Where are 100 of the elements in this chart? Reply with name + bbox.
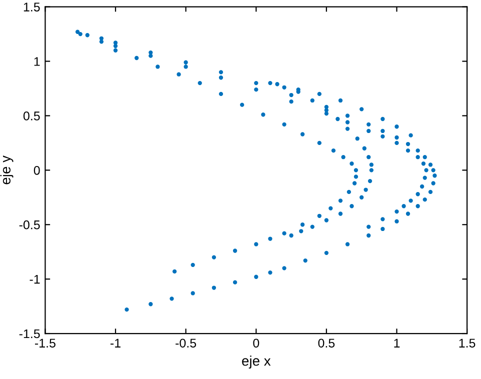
point <box>406 212 410 216</box>
point <box>232 280 238 284</box>
point <box>345 120 350 124</box>
point <box>289 92 294 98</box>
point <box>406 142 410 146</box>
y-tick-label: -0.5 <box>19 220 40 230</box>
point <box>394 140 399 146</box>
point <box>170 296 174 301</box>
point <box>338 212 343 216</box>
point <box>428 162 433 167</box>
point <box>254 274 258 279</box>
point <box>416 155 420 160</box>
point <box>350 204 354 208</box>
point <box>176 72 181 76</box>
point <box>345 242 350 246</box>
point <box>380 128 385 134</box>
point <box>380 217 385 222</box>
point <box>366 128 371 134</box>
y-tick-label: 1.5 <box>24 2 40 12</box>
point <box>424 168 428 172</box>
point <box>366 155 371 160</box>
point <box>345 114 350 118</box>
point <box>218 76 224 80</box>
y-tick-label: 0.5 <box>23 112 40 120</box>
point <box>421 162 426 166</box>
point <box>317 140 322 146</box>
point <box>268 236 272 241</box>
point <box>75 30 80 34</box>
point <box>113 48 118 52</box>
point <box>300 222 305 227</box>
point <box>148 54 153 58</box>
point <box>232 248 238 253</box>
x-tick-label: 1.5 <box>459 338 476 348</box>
point <box>289 99 294 104</box>
point <box>369 168 374 172</box>
point <box>282 122 286 127</box>
point <box>369 162 374 167</box>
point <box>78 32 82 36</box>
point <box>317 92 322 96</box>
point <box>289 233 294 238</box>
point <box>408 133 413 138</box>
point <box>254 80 258 86</box>
point <box>368 178 372 184</box>
x-tick-label: 0 <box>253 338 260 348</box>
point <box>338 198 343 203</box>
point <box>341 155 346 160</box>
point <box>198 80 202 86</box>
point <box>394 135 399 140</box>
x-tick-label: 0.5 <box>318 338 335 348</box>
point <box>422 155 427 160</box>
point <box>324 108 329 112</box>
point <box>124 307 129 312</box>
point <box>354 168 358 172</box>
point <box>366 122 371 127</box>
point <box>254 88 258 92</box>
x-tick-label: 1 <box>394 338 400 348</box>
y-tick-label: 0 <box>34 166 40 175</box>
point <box>324 250 329 256</box>
point <box>394 124 399 129</box>
point <box>310 224 314 229</box>
point <box>336 116 340 122</box>
point <box>408 198 413 203</box>
point <box>212 286 216 290</box>
point <box>431 168 436 172</box>
point <box>346 190 352 194</box>
point <box>113 44 118 48</box>
point <box>380 116 385 122</box>
point <box>212 255 216 260</box>
point <box>148 302 153 306</box>
point <box>380 134 385 138</box>
point <box>394 219 399 224</box>
point <box>406 148 410 153</box>
point <box>99 40 104 44</box>
point <box>422 197 427 202</box>
point <box>300 132 305 136</box>
point <box>364 188 368 192</box>
point <box>218 92 224 96</box>
point <box>360 107 364 112</box>
point <box>328 206 333 210</box>
point <box>254 242 258 246</box>
point <box>85 33 90 38</box>
x-tick-label: -1 <box>110 338 120 348</box>
point <box>360 195 364 200</box>
point <box>416 148 420 153</box>
point <box>184 60 188 64</box>
point <box>240 102 244 107</box>
point <box>190 291 195 296</box>
point <box>352 181 357 186</box>
point <box>299 229 304 234</box>
point <box>420 184 424 189</box>
point <box>354 174 358 179</box>
point <box>282 266 286 270</box>
point <box>366 224 371 229</box>
point <box>275 82 280 86</box>
point <box>380 226 385 232</box>
point <box>416 192 420 196</box>
point <box>338 98 343 103</box>
point <box>156 64 160 69</box>
point <box>366 233 371 238</box>
y-tick-label: 1 <box>34 57 40 66</box>
